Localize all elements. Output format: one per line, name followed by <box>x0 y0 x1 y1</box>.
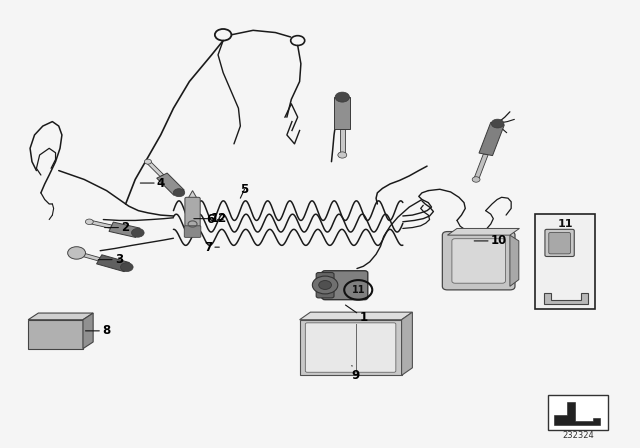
Text: 2: 2 <box>104 221 129 234</box>
Polygon shape <box>300 312 412 320</box>
Polygon shape <box>188 190 198 199</box>
FancyBboxPatch shape <box>452 239 506 283</box>
Circle shape <box>120 263 133 271</box>
FancyBboxPatch shape <box>322 271 368 300</box>
Polygon shape <box>97 255 129 271</box>
Polygon shape <box>479 122 504 155</box>
Text: 232324: 232324 <box>562 431 594 440</box>
Circle shape <box>472 177 480 182</box>
Circle shape <box>68 247 86 259</box>
Polygon shape <box>146 161 164 177</box>
Polygon shape <box>300 320 401 375</box>
Text: 6: 6 <box>207 213 223 226</box>
Polygon shape <box>510 235 519 286</box>
Text: 1: 1 <box>346 305 367 324</box>
Text: 12: 12 <box>194 212 227 225</box>
Text: 11: 11 <box>557 219 573 229</box>
Text: 3: 3 <box>99 253 123 266</box>
FancyBboxPatch shape <box>548 395 608 430</box>
FancyBboxPatch shape <box>184 226 201 237</box>
Text: 10: 10 <box>474 234 507 247</box>
Text: 7: 7 <box>204 241 220 254</box>
Polygon shape <box>401 312 412 375</box>
Circle shape <box>312 276 338 294</box>
Polygon shape <box>474 154 488 180</box>
Circle shape <box>338 152 347 158</box>
Text: 5: 5 <box>241 183 248 198</box>
Polygon shape <box>28 320 83 349</box>
Polygon shape <box>544 293 588 304</box>
FancyBboxPatch shape <box>185 197 200 230</box>
FancyBboxPatch shape <box>316 272 334 298</box>
Circle shape <box>73 250 81 256</box>
Text: 8: 8 <box>86 324 110 337</box>
Circle shape <box>335 92 349 102</box>
FancyBboxPatch shape <box>442 232 515 290</box>
Text: 11: 11 <box>351 285 365 295</box>
FancyBboxPatch shape <box>305 323 396 372</box>
Polygon shape <box>28 313 93 320</box>
Circle shape <box>319 280 332 289</box>
Polygon shape <box>334 97 350 129</box>
Polygon shape <box>76 251 100 261</box>
Polygon shape <box>83 313 93 349</box>
FancyBboxPatch shape <box>545 229 574 257</box>
Polygon shape <box>88 220 112 228</box>
FancyBboxPatch shape <box>548 233 570 254</box>
Polygon shape <box>157 173 184 195</box>
Circle shape <box>131 228 144 237</box>
Polygon shape <box>554 402 600 425</box>
FancyBboxPatch shape <box>536 214 595 310</box>
Text: 9: 9 <box>352 366 360 382</box>
Circle shape <box>173 189 185 197</box>
Circle shape <box>145 159 152 164</box>
Polygon shape <box>339 129 345 155</box>
Polygon shape <box>447 228 520 235</box>
Circle shape <box>85 219 93 224</box>
Polygon shape <box>109 222 140 237</box>
Circle shape <box>492 119 504 128</box>
Text: 4: 4 <box>140 177 165 190</box>
